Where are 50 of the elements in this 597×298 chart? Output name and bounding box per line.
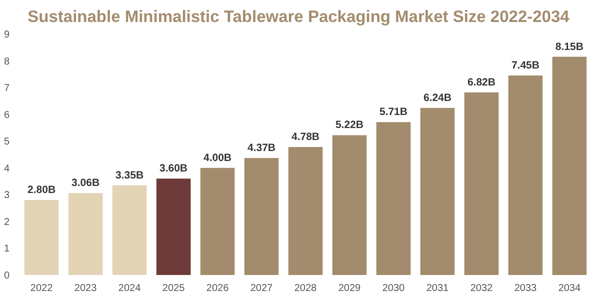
x-tick-label: 2027: [250, 283, 274, 294]
x-tick-label: 2023: [74, 283, 98, 294]
bar: [332, 135, 367, 275]
bar: [112, 185, 147, 275]
x-tick-label: 2024: [118, 283, 142, 294]
x-tick-label: 2031: [426, 283, 450, 294]
bar: [156, 178, 191, 275]
bar: [288, 147, 323, 275]
data-label: 3.60B: [160, 162, 188, 175]
bar: [420, 108, 455, 275]
data-label: 7.45B: [511, 60, 540, 72]
data-label: 4.00B: [204, 152, 232, 164]
x-tick-label: 2026: [206, 283, 230, 294]
y-tick-label: 8: [4, 56, 10, 68]
bar: [376, 122, 411, 275]
x-tick-label: 2029: [338, 283, 362, 294]
bar: [200, 168, 235, 275]
data-label: 2.80B: [28, 184, 56, 196]
chart-title: Sustainable Minimalistic Tableware Packaging Market Size 2022-2034: [28, 8, 570, 26]
data-label: 5.71B: [379, 106, 408, 118]
x-tick-label: 2032: [470, 283, 494, 294]
data-label: 5.22B: [335, 119, 364, 132]
y-tick-label: 9: [4, 30, 10, 40]
x-tick-label: 2030: [382, 283, 406, 294]
data-label: 4.37B: [247, 142, 276, 154]
data-label: 3.35B: [116, 169, 144, 182]
bar: [68, 193, 103, 275]
y-tick-label: 4: [4, 163, 10, 174]
y-tick-label: 1: [4, 244, 10, 255]
y-tick-label: 5: [4, 136, 10, 148]
x-tick-label: 2034: [558, 283, 582, 294]
y-tick-label: 7: [4, 83, 10, 94]
bar: [508, 76, 543, 275]
x-tick-label: 2033: [514, 283, 538, 294]
data-label: 6.24B: [423, 92, 452, 104]
bar: [464, 92, 499, 275]
x-tick-label: 2025: [162, 283, 186, 294]
y-tick-label: 6: [4, 110, 10, 121]
bar: [552, 56, 587, 275]
data-label: 6.82B: [467, 76, 496, 88]
y-tick-label: 0: [4, 270, 10, 282]
bar: [244, 158, 279, 275]
data-label: 3.06B: [72, 177, 100, 190]
y-tick-label: 3: [4, 190, 10, 202]
data-label: 8.15B: [555, 40, 584, 53]
bar: [24, 200, 59, 275]
y-tick-label: 2: [4, 216, 10, 228]
x-tick-label: 2028: [294, 283, 318, 294]
data-label: 4.78B: [291, 131, 320, 143]
x-tick-label: 2022: [30, 283, 54, 294]
